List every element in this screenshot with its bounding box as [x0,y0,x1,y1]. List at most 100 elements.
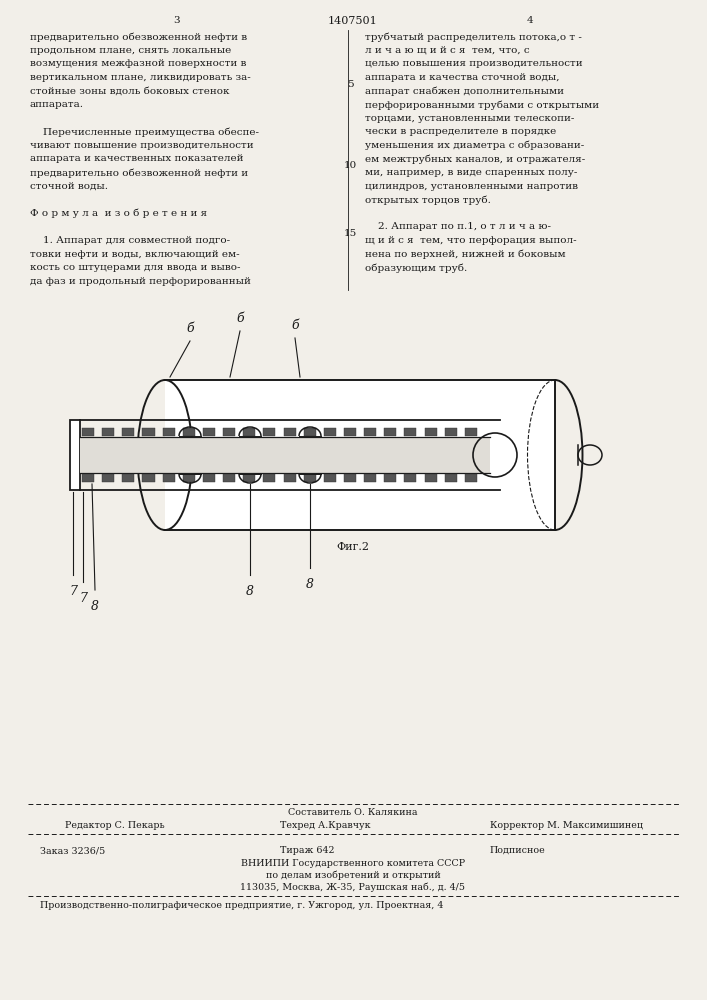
Bar [122,428,134,436]
Text: б: б [186,322,194,335]
Text: нена по верхней, нижней и боковым: нена по верхней, нижней и боковым [365,250,566,259]
Bar [404,474,416,482]
Bar [344,474,356,482]
Bar [165,380,555,530]
Text: сточной воды.: сточной воды. [30,182,108,191]
Text: Техред А.Кравчук: Техред А.Кравчук [280,821,370,830]
Bar [384,428,397,436]
Text: 1407501: 1407501 [328,16,378,26]
Text: Заказ 3236/5: Заказ 3236/5 [40,846,105,855]
Text: стойные зоны вдоль боковых стенок: стойные зоны вдоль боковых стенок [30,86,230,95]
Bar [243,428,255,436]
Bar [80,437,490,473]
Text: ми, например, в виде спаренных полу-: ми, например, в виде спаренных полу- [365,168,578,177]
Text: кость со штуцерами для ввода и выво-: кость со штуцерами для ввода и выво- [30,263,240,272]
Bar [203,428,215,436]
Bar [122,474,134,482]
Bar [142,428,155,436]
Text: предварительно обезвоженной нефти и: предварительно обезвоженной нефти и [30,168,248,178]
Text: цилиндров, установленными напротив: цилиндров, установленными напротив [365,182,578,191]
Text: 8: 8 [246,585,254,598]
Text: Перечисленные преимущества обеспе-: Перечисленные преимущества обеспе- [30,127,259,137]
Text: аппарата и качества сточной воды,: аппарата и качества сточной воды, [365,73,559,82]
Text: 4: 4 [527,16,533,25]
Text: образующим труб.: образующим труб. [365,263,467,273]
Text: 3: 3 [174,16,180,25]
Bar [263,428,276,436]
Text: Тираж 642: Тираж 642 [280,846,334,855]
Text: 2. Аппарат по п.1, о т л и ч а ю-: 2. Аппарат по п.1, о т л и ч а ю- [365,222,551,231]
Text: ем межтрубных каналов, и отражателя-: ем межтрубных каналов, и отражателя- [365,154,585,164]
Text: уменьшения их диаметра с образовани-: уменьшения их диаметра с образовани- [365,141,584,150]
Text: трубчатый распределитель потока,о т -: трубчатый распределитель потока,о т - [365,32,582,41]
Text: 15: 15 [344,229,356,238]
Bar [203,474,215,482]
Bar [424,428,437,436]
Text: Корректор М. Максимишинец: Корректор М. Максимишинец [490,821,643,830]
Text: возмущения межфазной поверхности в: возмущения межфазной поверхности в [30,59,246,68]
Bar [82,474,94,482]
Bar [364,428,376,436]
Bar [182,474,195,482]
Text: 7: 7 [79,592,87,605]
Text: 7: 7 [69,585,77,598]
Bar [163,428,175,436]
Text: товки нефти и воды, включающий ем-: товки нефти и воды, включающий ем- [30,250,240,259]
Text: по делам изобретений и открытий: по делам изобретений и открытий [266,871,440,880]
Text: Ф о р м у л а  и з о б р е т е н и я: Ф о р м у л а и з о б р е т е н и я [30,209,207,218]
Text: аппарат снабжен дополнительными: аппарат снабжен дополнительными [365,86,564,96]
Bar [303,428,316,436]
Text: аппарата и качественных показателей: аппарата и качественных показателей [30,154,243,163]
Bar [303,474,316,482]
Text: Производственно-полиграфическое предприятие, г. Ужгород, ул. Проектная, 4: Производственно-полиграфическое предприя… [40,901,443,910]
Text: чивают повышение производительности: чивают повышение производительности [30,141,254,150]
Bar [263,474,276,482]
Bar [384,474,397,482]
Text: 5: 5 [346,80,354,89]
Bar [404,428,416,436]
Text: открытых торцов труб.: открытых торцов труб. [365,195,491,205]
Bar [284,428,296,436]
Text: 8: 8 [306,578,314,591]
Text: б: б [291,319,299,332]
Text: Подписное: Подписное [490,846,546,855]
Bar [324,474,336,482]
Text: 8: 8 [91,600,99,613]
Bar [70,420,80,490]
Bar [464,474,477,482]
Bar [324,428,336,436]
Text: торцами, установленными телескопи-: торцами, установленными телескопи- [365,114,574,123]
Text: перфорированными трубами с открытыми: перфорированными трубами с открытыми [365,100,599,109]
Text: л и ч а ю щ и й с я  тем, что, с: л и ч а ю щ и й с я тем, что, с [365,46,530,55]
Bar [243,474,255,482]
Text: Редактор С. Пекарь: Редактор С. Пекарь [65,821,165,830]
Text: 113035, Москва, Ж-35, Раушская наб., д. 4/5: 113035, Москва, Ж-35, Раушская наб., д. … [240,883,465,892]
Text: 10: 10 [344,161,356,170]
Text: предварительно обезвоженной нефти в: предварительно обезвоженной нефти в [30,32,247,41]
Bar [424,474,437,482]
Bar [344,428,356,436]
Text: Составитель О. Калякина: Составитель О. Калякина [288,808,418,817]
Text: Фиг.2: Фиг.2 [337,542,370,552]
Bar [223,428,235,436]
Bar [182,428,195,436]
Bar [102,428,115,436]
Text: 1. Аппарат для совместной подго-: 1. Аппарат для совместной подго- [30,236,230,245]
Text: продольном плане, снять локальные: продольном плане, снять локальные [30,46,231,55]
Text: чески в распределителе в порядке: чески в распределителе в порядке [365,127,556,136]
Text: вертикальном плане, ликвидировать за-: вертикальном плане, ликвидировать за- [30,73,251,82]
Text: целью повышения производительности: целью повышения производительности [365,59,583,68]
Text: да фаз и продольный перфорированный: да фаз и продольный перфорированный [30,277,251,286]
Bar [445,428,457,436]
Text: аппарата.: аппарата. [30,100,84,109]
Bar [82,428,94,436]
Bar [163,474,175,482]
Bar [102,474,115,482]
Text: ВНИИПИ Государственного комитета СССР: ВНИИПИ Государственного комитета СССР [241,859,465,868]
Bar [142,474,155,482]
Bar [445,474,457,482]
Bar [223,474,235,482]
Bar [464,428,477,436]
Bar [284,474,296,482]
Text: б: б [236,312,244,325]
